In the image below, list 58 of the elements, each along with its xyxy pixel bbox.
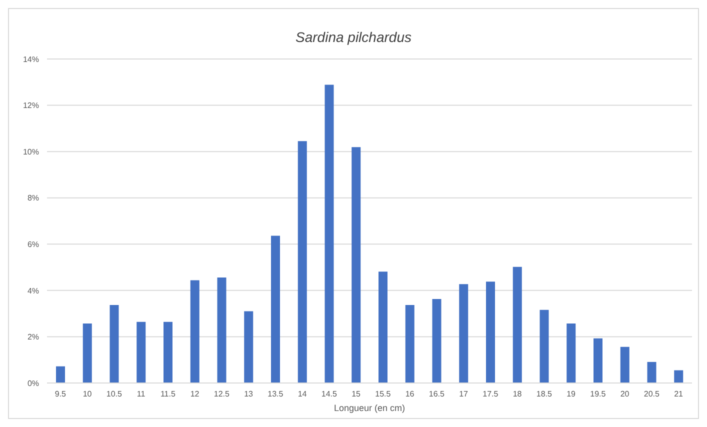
y-tick-label: 12% [22, 101, 39, 110]
y-tick-label: 8% [27, 194, 39, 203]
y-tick-label: 14% [22, 54, 39, 64]
bar [540, 310, 549, 383]
bar [432, 298, 442, 383]
x-tick-label: 10 [82, 390, 92, 399]
bar [82, 324, 92, 383]
bar [378, 272, 388, 383]
bar [56, 366, 65, 383]
bar [244, 311, 254, 383]
bar [164, 322, 172, 383]
x-tick-label: 20 [620, 390, 630, 399]
x-tick-label: 17 [459, 390, 469, 399]
bar [647, 362, 656, 383]
x-tick-label: 18 [512, 390, 522, 399]
x-tick-label: 13 [244, 390, 254, 399]
bar [324, 84, 334, 383]
x-tick-label: 17.5 [482, 390, 499, 399]
y-tick-label: 10% [22, 147, 39, 156]
bar [271, 236, 280, 383]
bar [512, 266, 522, 383]
y-tick-label: 6% [27, 240, 39, 249]
x-tick-label: 14 [298, 390, 308, 399]
y-tick-label: 4% [27, 286, 39, 296]
bar [405, 305, 414, 383]
bar [298, 141, 307, 383]
x-tick-label: 16 [405, 390, 415, 399]
x-tick-label: 15.5 [375, 390, 392, 399]
x-axis-title: Longueur (en cm) [334, 403, 406, 413]
y-tick-label: 0% [27, 378, 39, 388]
x-tick-label: 20.5 [644, 390, 660, 399]
x-tick-label: 12 [190, 390, 200, 399]
bar [566, 324, 576, 383]
x-tick-label: 13.5 [268, 390, 284, 399]
bar [190, 280, 200, 383]
x-tick-label: 19 [566, 390, 576, 399]
bar [110, 305, 119, 383]
x-tick-label: 14.5 [321, 390, 338, 399]
bar [594, 338, 602, 383]
x-tick-label: 11 [136, 390, 146, 399]
x-tick-label: 16.5 [428, 390, 446, 399]
x-tick-label: 10.5 [106, 390, 123, 399]
bar [136, 322, 146, 383]
bar [620, 346, 630, 383]
chart-title: Sardina pilchardus [294, 29, 412, 45]
x-tick-label: 12.5 [214, 390, 230, 399]
x-tick-label: 9.5 [54, 390, 67, 399]
bar [459, 284, 468, 383]
x-tick-label: 21 [674, 390, 684, 399]
x-tick-label: 19.5 [590, 390, 606, 399]
x-tick-label: 15 [352, 390, 362, 399]
bar [217, 277, 226, 383]
bar [674, 370, 684, 383]
x-tick-label: 18.5 [536, 390, 553, 399]
y-tick-label: 2% [27, 332, 39, 342]
bar [352, 147, 361, 383]
bar [486, 282, 495, 383]
x-tick-label: 11.5 [160, 390, 176, 399]
